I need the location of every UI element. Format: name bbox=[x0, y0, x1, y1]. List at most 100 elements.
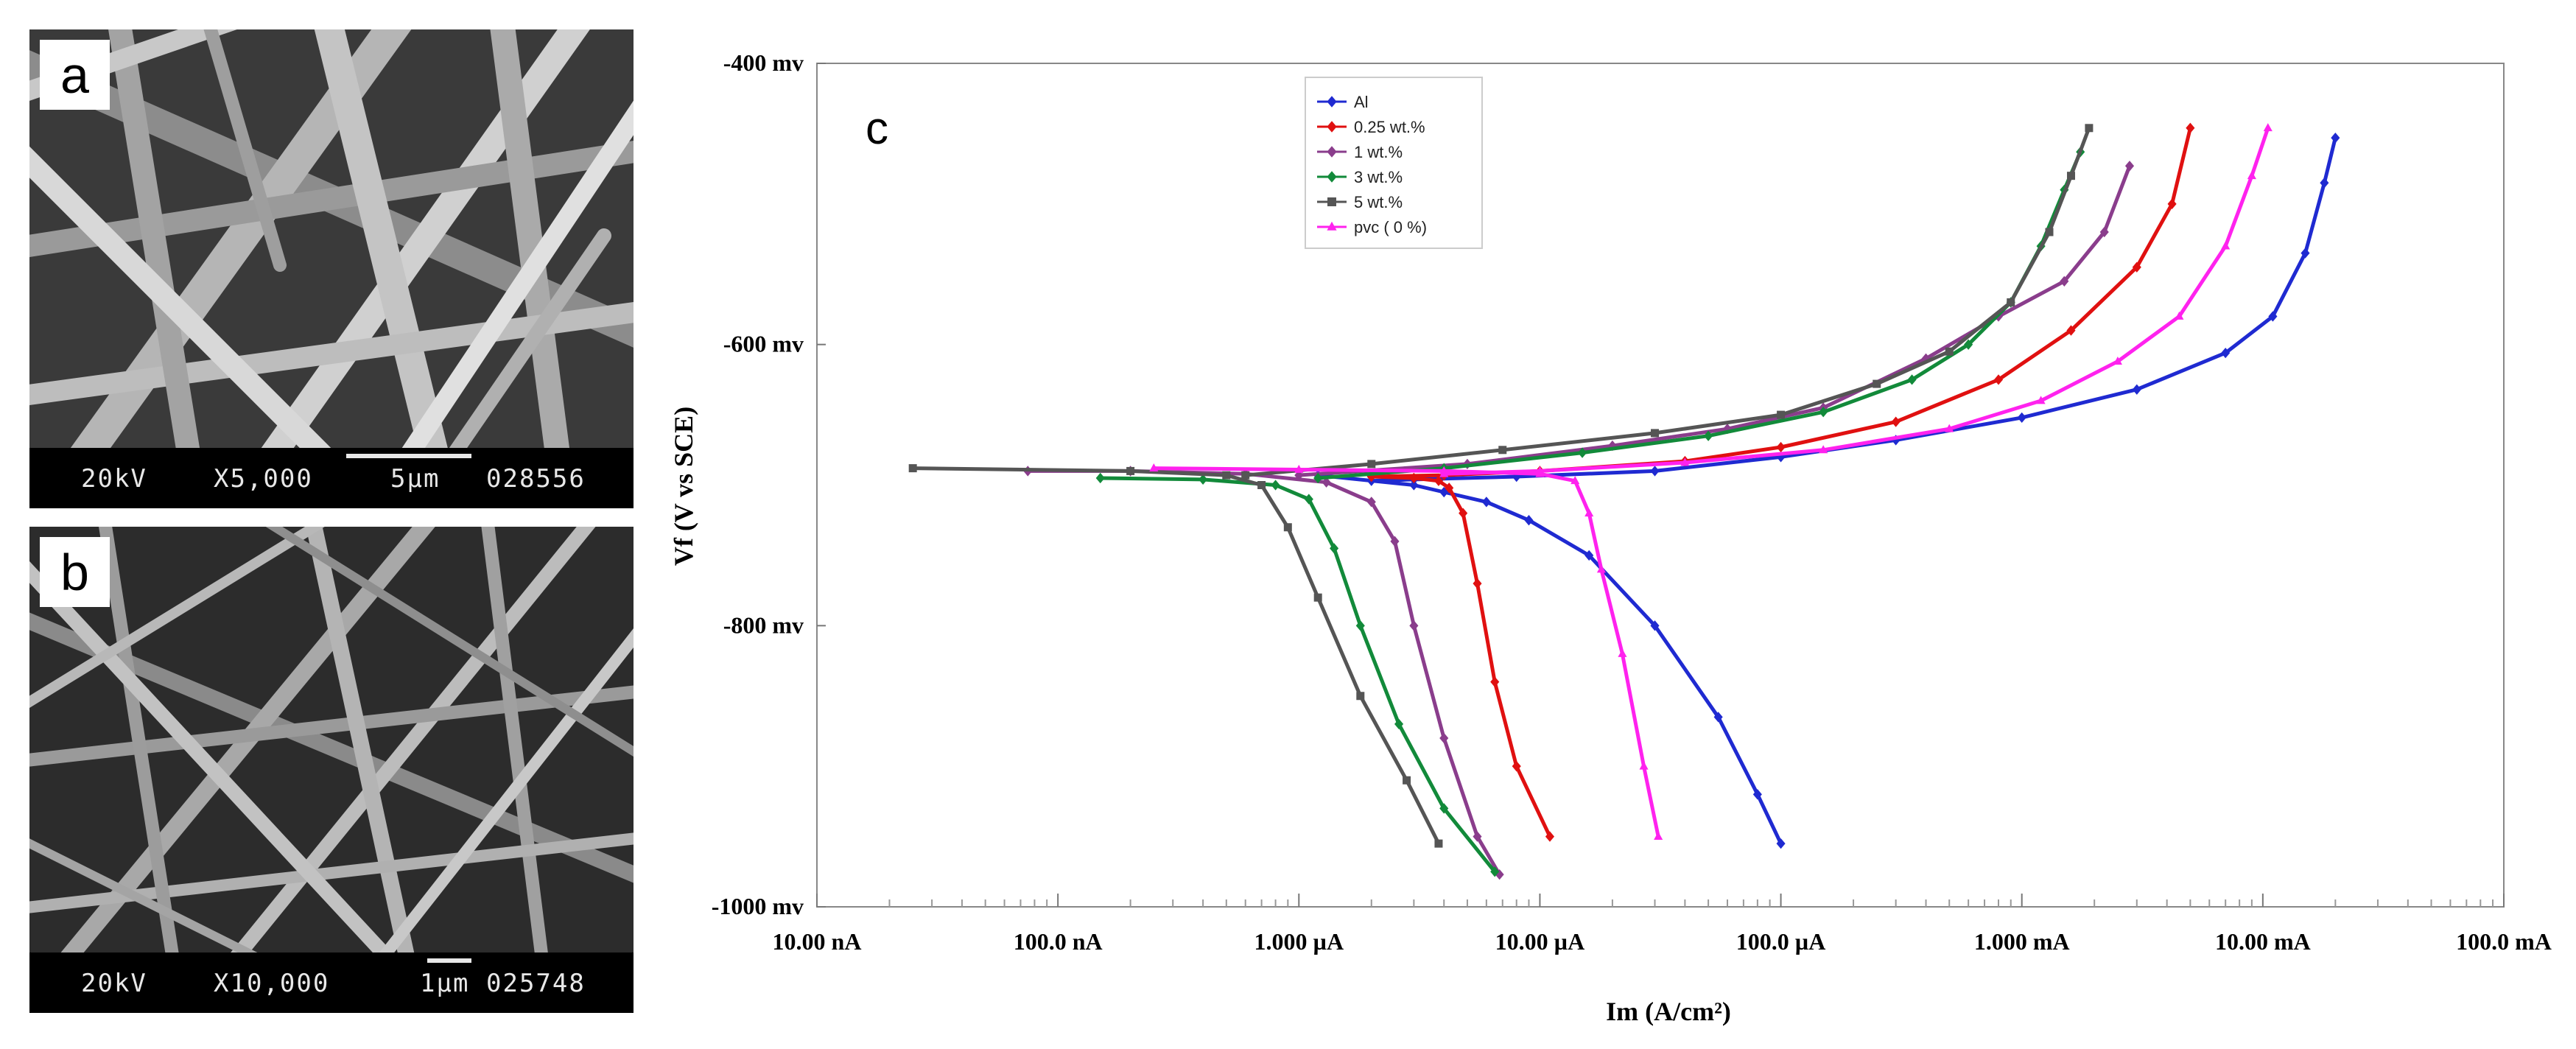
data-point bbox=[1433, 475, 1444, 486]
data-point bbox=[2247, 171, 2256, 180]
scale-label: 5μm bbox=[390, 464, 441, 494]
data-point bbox=[1584, 508, 1594, 517]
data-point bbox=[1257, 481, 1266, 489]
data-point bbox=[1241, 471, 1250, 480]
legend-label: 3 wt.% bbox=[1354, 168, 1403, 186]
data-point bbox=[1596, 564, 1606, 573]
data-point bbox=[1651, 429, 1660, 438]
x-tick-label: 1.000 mA bbox=[1974, 928, 2070, 955]
y-axis-title: Vf (V vs SCE) bbox=[669, 407, 698, 566]
data-point bbox=[1490, 676, 1500, 687]
data-point bbox=[1294, 464, 1304, 473]
legend-swatch-marker bbox=[1327, 221, 1337, 231]
data-point bbox=[1891, 416, 1901, 427]
x-tick-label: 100.0 µA bbox=[1736, 928, 1826, 955]
scale-label: 1μm bbox=[420, 969, 470, 998]
data-point bbox=[1964, 339, 1973, 350]
file-number: 028556 bbox=[486, 464, 586, 494]
data-point bbox=[1473, 578, 1482, 589]
data-point bbox=[1367, 460, 1376, 469]
data-point bbox=[1439, 469, 1449, 477]
y-axis-ticks: -400 mv -600 mv -800 mv -1000 mv bbox=[712, 49, 826, 919]
data-point bbox=[1222, 471, 1231, 480]
data-point bbox=[2017, 412, 2026, 424]
data-point bbox=[1356, 692, 1365, 701]
data-point bbox=[1473, 831, 1482, 842]
data-point bbox=[2060, 276, 2069, 287]
series-pvc-0 bbox=[1149, 123, 2273, 840]
sem-panel-a: a 20kV X5,000 5μm 028556 bbox=[29, 29, 634, 508]
legend-label: 0.25 wt.% bbox=[1354, 118, 1425, 136]
data-point bbox=[2085, 124, 2094, 133]
data-point bbox=[2263, 123, 2273, 132]
sem-image-b bbox=[29, 527, 634, 952]
data-point bbox=[2045, 228, 2054, 236]
legend-swatch-marker bbox=[1327, 197, 1336, 206]
data-point bbox=[1459, 508, 1468, 519]
x-axis-title: Im (A/cm²) bbox=[1606, 997, 1731, 1026]
scale-bar bbox=[346, 454, 471, 458]
data-point bbox=[1095, 472, 1105, 484]
sem-image-a bbox=[29, 29, 634, 448]
y-tick-label: -400 mv bbox=[723, 49, 804, 76]
data-point bbox=[2268, 311, 2278, 322]
accelerating-voltage: 20kV bbox=[81, 969, 147, 998]
accelerating-voltage: 20kV bbox=[81, 464, 147, 494]
file-number: 025748 bbox=[486, 969, 586, 998]
data-point bbox=[1535, 466, 1545, 474]
data-point bbox=[2036, 396, 2046, 404]
data-point bbox=[1570, 476, 1580, 485]
data-point bbox=[2186, 122, 2195, 133]
data-point bbox=[1403, 776, 1411, 785]
data-point bbox=[1409, 480, 1419, 491]
data-point bbox=[1945, 347, 1954, 356]
data-point bbox=[2221, 241, 2231, 250]
x-tick-label: 10.00 µA bbox=[1495, 928, 1585, 955]
data-point bbox=[1439, 803, 1449, 814]
data-point bbox=[1498, 446, 1507, 455]
magnification: X10,000 bbox=[214, 969, 330, 998]
x-tick-label: 100.0 mA bbox=[2456, 928, 2552, 955]
data-point bbox=[1271, 480, 1280, 491]
x-tick-label: 10.00 nA bbox=[773, 928, 862, 955]
data-point bbox=[1584, 550, 1594, 561]
data-point bbox=[2113, 356, 2122, 365]
data-point bbox=[2007, 298, 2015, 306]
data-point bbox=[1149, 463, 1159, 471]
panel-label-b: b bbox=[40, 537, 110, 607]
cathodic-branch-line bbox=[1317, 473, 1783, 845]
legend-box bbox=[1305, 77, 1483, 249]
data-point bbox=[1618, 648, 1627, 657]
data-point bbox=[1654, 831, 1663, 840]
data-point bbox=[1313, 593, 1322, 602]
y-tick-label: -600 mv bbox=[723, 331, 804, 357]
sem-info-bar-a: 20kV X5,000 5μm 028556 bbox=[29, 448, 634, 508]
data-point bbox=[1512, 761, 1521, 772]
data-point bbox=[1434, 839, 1443, 848]
data-point bbox=[2066, 325, 2076, 336]
panel-label-c: c bbox=[866, 103, 888, 154]
data-point bbox=[2099, 226, 2109, 238]
data-point bbox=[2175, 311, 2184, 320]
series-5-wt bbox=[908, 124, 2094, 848]
data-point bbox=[1680, 457, 1690, 466]
data-point bbox=[2300, 248, 2310, 259]
data-point bbox=[2167, 198, 2177, 209]
polarization-chart: -400 mv-600 mv-800 mv-1000 mv 10.00 nA 10… bbox=[669, 49, 2552, 1026]
x-axis-ticks: 10.00 nA 100.0 nA 1.000 µA 10.00 µA 100.0 µA… bbox=[773, 894, 2552, 955]
data-point bbox=[1366, 497, 1376, 508]
x-tick-label: 10.00 mA bbox=[2215, 928, 2311, 955]
legend-label: 1 wt.% bbox=[1354, 143, 1403, 161]
legend-label: Al bbox=[1354, 93, 1369, 111]
x-tick-label: 1.000 µA bbox=[1254, 928, 1344, 955]
x-minor-ticks bbox=[888, 899, 2494, 907]
data-point bbox=[1945, 424, 1954, 432]
data-point bbox=[1313, 472, 1323, 484]
data-point bbox=[1819, 445, 1828, 454]
y-tick-label: -800 mv bbox=[723, 611, 804, 638]
cathodic-branch-line bbox=[1154, 466, 1660, 838]
data-point bbox=[1283, 523, 1292, 532]
data-point bbox=[1355, 620, 1365, 631]
data-point bbox=[1873, 379, 1881, 388]
data-point bbox=[1993, 374, 2004, 385]
